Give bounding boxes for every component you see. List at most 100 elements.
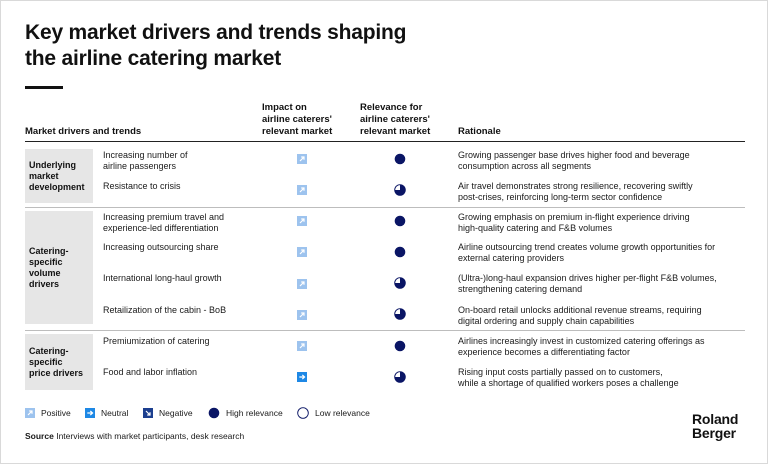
- source-note: Source Interviews with market participan…: [25, 431, 244, 441]
- group-underlying-market: Underlying market development: [25, 149, 93, 203]
- table-row-driver: International long-haul growth: [103, 273, 253, 284]
- legend-negative: Negative: [143, 407, 193, 419]
- group-label-line: specific: [29, 356, 63, 367]
- table-row-rationale: Air travel demonstrates strong resilienc…: [458, 181, 753, 203]
- driver-line: Premiumization of catering: [103, 336, 210, 346]
- group-price-drivers: Catering- specific price drivers: [25, 334, 93, 390]
- title-line-2: the airline catering market: [25, 47, 282, 70]
- high-relevance-icon: [394, 340, 406, 352]
- legend-label: Negative: [159, 408, 193, 418]
- table-row-driver: Increasing premium travel and experience…: [103, 212, 253, 234]
- group-divider: [25, 207, 745, 208]
- legend-label: Low relevance: [315, 408, 370, 418]
- header-relevance-line: Relevance for: [360, 102, 423, 113]
- rationale-line: post-crises, reinforcing long-term secto…: [458, 192, 663, 202]
- page-title: Key market drivers and trends shaping th…: [25, 20, 406, 72]
- rationale-line: digital ordering and supply chain capabi…: [458, 316, 635, 326]
- driver-line: Food and labor inflation: [103, 367, 198, 377]
- low-relevance-icon: [394, 277, 406, 289]
- positive-arrow-icon: [25, 408, 35, 418]
- rationale-line: Air travel demonstrates strong resilienc…: [458, 181, 693, 191]
- neutral-arrow-icon: [297, 372, 307, 382]
- group-label: Underlying market development: [25, 160, 85, 193]
- group-label-line: specific: [29, 256, 63, 267]
- table-row-rationale: On-board retail unlocks additional reven…: [458, 305, 753, 327]
- table-row-driver: Food and labor inflation: [103, 367, 253, 378]
- positive-arrow-icon: [297, 216, 307, 226]
- table-row-rationale: (Ultra-)long-haul expansion drives highe…: [458, 273, 753, 295]
- header-impact-line: airline caterers': [262, 114, 332, 125]
- positive-arrow-icon: [297, 341, 307, 351]
- legend-high-relevance: High relevance: [208, 407, 283, 419]
- rationale-line: consumption across all segments: [458, 161, 592, 171]
- legend-label: High relevance: [226, 408, 283, 418]
- header-impact: Impact on airline caterers' relevant mar…: [262, 102, 332, 138]
- group-label: Catering- specific volume drivers: [25, 246, 93, 290]
- high-relevance-icon: [394, 153, 406, 165]
- negative-arrow-icon: [143, 408, 153, 418]
- driver-line: International long-haul growth: [103, 273, 222, 283]
- group-label: Catering- specific price drivers: [25, 346, 83, 379]
- table-row-rationale: Growing emphasis on premium in-flight ex…: [458, 212, 753, 234]
- legend-label: Positive: [41, 408, 71, 418]
- source-text: Interviews with market participants, des…: [56, 431, 245, 441]
- legend-neutral: Neutral: [85, 407, 128, 419]
- rationale-line: (Ultra-)long-haul expansion drives highe…: [458, 273, 717, 283]
- table-row-driver: Retailization of the cabin - BoB: [103, 305, 253, 316]
- legend-label: Neutral: [101, 408, 129, 418]
- driver-line: Resistance to crisis: [103, 181, 181, 191]
- rationale-line: while a shortage of qualified workers po…: [458, 378, 679, 388]
- table-row-driver: Increasing number of airline passengers: [103, 150, 253, 172]
- driver-line: Retailization of the cabin - BoB: [103, 305, 227, 315]
- source-label: Source: [25, 431, 54, 441]
- header-divider: [25, 141, 745, 142]
- positive-arrow-icon: [297, 279, 307, 289]
- logo-line: Berger: [692, 425, 736, 441]
- high-relevance-icon: [394, 246, 406, 258]
- table-row-rationale: Airlines increasingly invest in customiz…: [458, 336, 753, 358]
- roland-berger-logo: Roland Berger: [692, 412, 738, 440]
- group-label-line: Underlying: [29, 159, 77, 170]
- positive-arrow-icon: [297, 154, 307, 164]
- driver-line: airline passengers: [103, 161, 177, 171]
- table-row-rationale: Airline outsourcing trend creates volume…: [458, 242, 753, 264]
- positive-arrow-icon: [297, 247, 307, 257]
- header-rationale: Rationale: [458, 126, 501, 137]
- header-relevance-line: relevant market: [360, 126, 431, 137]
- rationale-line: Rising input costs partially passed on t…: [458, 367, 663, 377]
- positive-arrow-icon: [297, 310, 307, 320]
- low-relevance-icon: [394, 184, 406, 196]
- group-volume-drivers: Catering- specific volume drivers: [25, 211, 93, 324]
- group-label-line: development: [29, 181, 85, 192]
- low-relevance-icon: [394, 308, 406, 320]
- header-drivers: Market drivers and trends: [25, 126, 142, 137]
- high-relevance-icon: [394, 215, 406, 227]
- table-row-driver: Increasing outsourcing share: [103, 242, 253, 253]
- title-underline: [25, 86, 63, 89]
- driver-line: Increasing number of: [103, 150, 188, 160]
- header-impact-line: relevant market: [262, 126, 333, 137]
- rationale-line: Growing emphasis on premium in-flight ex…: [458, 212, 690, 222]
- driver-line: Increasing premium travel and: [103, 212, 225, 222]
- legend-low-relevance: Low relevance: [297, 407, 370, 419]
- header-relevance-line: airline caterers': [360, 114, 430, 125]
- rationale-line: Airlines increasingly invest in customiz…: [458, 336, 705, 346]
- positive-arrow-icon: [297, 185, 307, 195]
- rationale-line: On-board retail unlocks additional reven…: [458, 305, 702, 315]
- table-row-driver: Premiumization of catering: [103, 336, 253, 347]
- rationale-line: high-quality catering and F&B volumes: [458, 223, 613, 233]
- header-impact-line: Impact on: [262, 102, 307, 113]
- group-label-line: Catering-: [29, 245, 69, 256]
- driver-line: experience-led differentiation: [103, 223, 219, 233]
- low-relevance-outline-icon: [297, 407, 309, 419]
- legend-positive: Positive: [25, 407, 71, 419]
- low-relevance-icon: [394, 371, 406, 383]
- neutral-arrow-icon: [85, 408, 95, 418]
- group-label-line: market: [29, 170, 59, 181]
- group-divider: [25, 330, 745, 331]
- rationale-line: experience becomes a differentiating fac…: [458, 347, 630, 357]
- group-label-line: price drivers: [29, 367, 84, 378]
- high-relevance-icon: [208, 407, 220, 419]
- driver-line: Increasing outsourcing share: [103, 242, 219, 252]
- table-row-rationale: Growing passenger base drives higher foo…: [458, 150, 753, 172]
